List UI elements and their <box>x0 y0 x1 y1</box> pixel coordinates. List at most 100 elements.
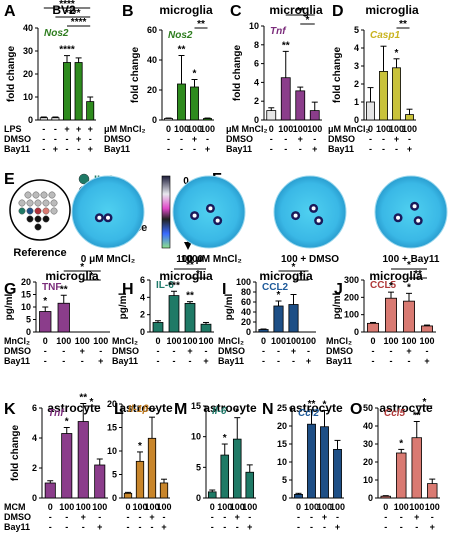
condition-value: - <box>151 522 154 532</box>
y-tick-label: 10 <box>107 446 117 456</box>
condition-value: 100 <box>76 502 91 512</box>
significance-star: * <box>277 290 281 301</box>
condition-value: - <box>89 134 92 144</box>
y-tick-label: 10 <box>191 432 201 442</box>
condition-value: - <box>173 356 176 366</box>
condition-value: - <box>307 346 310 356</box>
bracket-label: ** <box>414 269 422 280</box>
y-tick-label: 200 <box>344 292 359 302</box>
significance-star: * <box>235 407 239 418</box>
bar <box>207 491 217 499</box>
condition-value: - <box>223 522 226 532</box>
significance-star: ** <box>308 399 316 410</box>
y-tick-label: 4 <box>32 433 37 443</box>
gene-label: Ccl2 <box>298 408 320 419</box>
condition-value: - <box>139 512 142 522</box>
condition-value: - <box>382 134 385 144</box>
gene-label: Il-1β <box>128 404 149 415</box>
condition-value: 100 <box>304 502 319 512</box>
condition-value: 0 <box>370 336 375 346</box>
significance-star: * <box>399 438 403 449</box>
condition-label: DMSO <box>4 134 31 144</box>
y-tick-label: 6 <box>254 59 259 69</box>
condition-label: DMSO <box>326 346 353 356</box>
condition-value: - <box>310 512 313 522</box>
condition-value: - <box>313 134 316 144</box>
y-tick-label: 25 <box>277 403 287 413</box>
y-tick-label: 20 <box>147 85 157 95</box>
bar <box>203 118 212 121</box>
condition-value: + <box>312 144 317 154</box>
significance-star: * <box>138 441 142 452</box>
panel-letter: K <box>4 401 16 418</box>
panel-letter: I <box>222 281 226 298</box>
significance-star: * <box>193 69 197 80</box>
bracket-label: **** <box>65 8 81 19</box>
condition-value: - <box>372 346 375 356</box>
condition-value: + <box>187 346 192 356</box>
y-tick-label: 2 <box>32 463 37 473</box>
array-spot <box>42 207 50 215</box>
y-tick-label: 0 <box>140 327 145 337</box>
condition-value: - <box>82 522 85 532</box>
condition-value: + <box>406 346 411 356</box>
condition-value: - <box>205 346 208 356</box>
bar <box>39 311 52 333</box>
condition-label: μM MnCl₂ <box>104 124 146 134</box>
y-tick-label: 4 <box>140 292 145 302</box>
panel-title: astrocyte <box>119 401 173 415</box>
bar <box>74 62 83 121</box>
array-spot <box>40 191 48 199</box>
blot-spot-core <box>293 213 298 218</box>
condition-value: 0 <box>48 502 53 512</box>
condition-value: 100 <box>402 124 417 134</box>
condition-label: DMSO <box>112 346 139 356</box>
condition-label: LPS <box>4 124 22 134</box>
y-tick-label: 0 <box>196 493 201 503</box>
bar <box>61 433 73 499</box>
panel-title: microglia <box>269 3 323 17</box>
condition-value: 0 <box>383 502 388 512</box>
y-tick-label: 4 <box>254 77 259 87</box>
condition-value: - <box>99 346 102 356</box>
bar <box>232 438 242 499</box>
y-tick-label: 20 <box>21 277 31 287</box>
condition-value: 0 <box>125 502 130 512</box>
blot-spot-core <box>311 206 316 211</box>
y-tick-label: 50 <box>363 403 373 413</box>
condition-value: - <box>400 522 403 532</box>
blot-spot-core <box>97 215 102 220</box>
condition-value: 100 <box>419 336 434 346</box>
y-tick-label: 100 <box>236 277 251 287</box>
condition-value: - <box>65 512 68 522</box>
condition-value: - <box>62 356 65 366</box>
bracket-label: * <box>90 397 94 408</box>
y-tick-label: 40 <box>241 307 251 317</box>
bracket-label: ** <box>399 19 407 30</box>
condition-value: 100 <box>401 336 416 346</box>
significance-star: * <box>323 400 327 411</box>
y-tick-label: 15 <box>277 439 287 449</box>
condition-value: - <box>384 512 387 522</box>
condition-value: - <box>236 522 239 532</box>
legend-swatch <box>78 173 90 185</box>
panel-title: astrocyte <box>379 401 433 415</box>
array-spot <box>32 191 40 199</box>
y-tick-label: 2 <box>254 96 259 106</box>
condition-label: DMSO <box>226 134 253 144</box>
condition-value: + <box>203 356 208 366</box>
condition-value: 0 <box>43 336 48 346</box>
condition-value: - <box>98 512 101 522</box>
y-tick-label: 6 <box>32 403 37 413</box>
significance-star: * <box>43 296 47 307</box>
bar <box>159 482 169 499</box>
condition-value: 100 <box>198 336 213 346</box>
condition-value: - <box>49 512 52 522</box>
condition-value: 0 <box>269 124 274 134</box>
y-tick-label: 5 <box>354 25 359 35</box>
panel-letter: G <box>4 281 16 298</box>
